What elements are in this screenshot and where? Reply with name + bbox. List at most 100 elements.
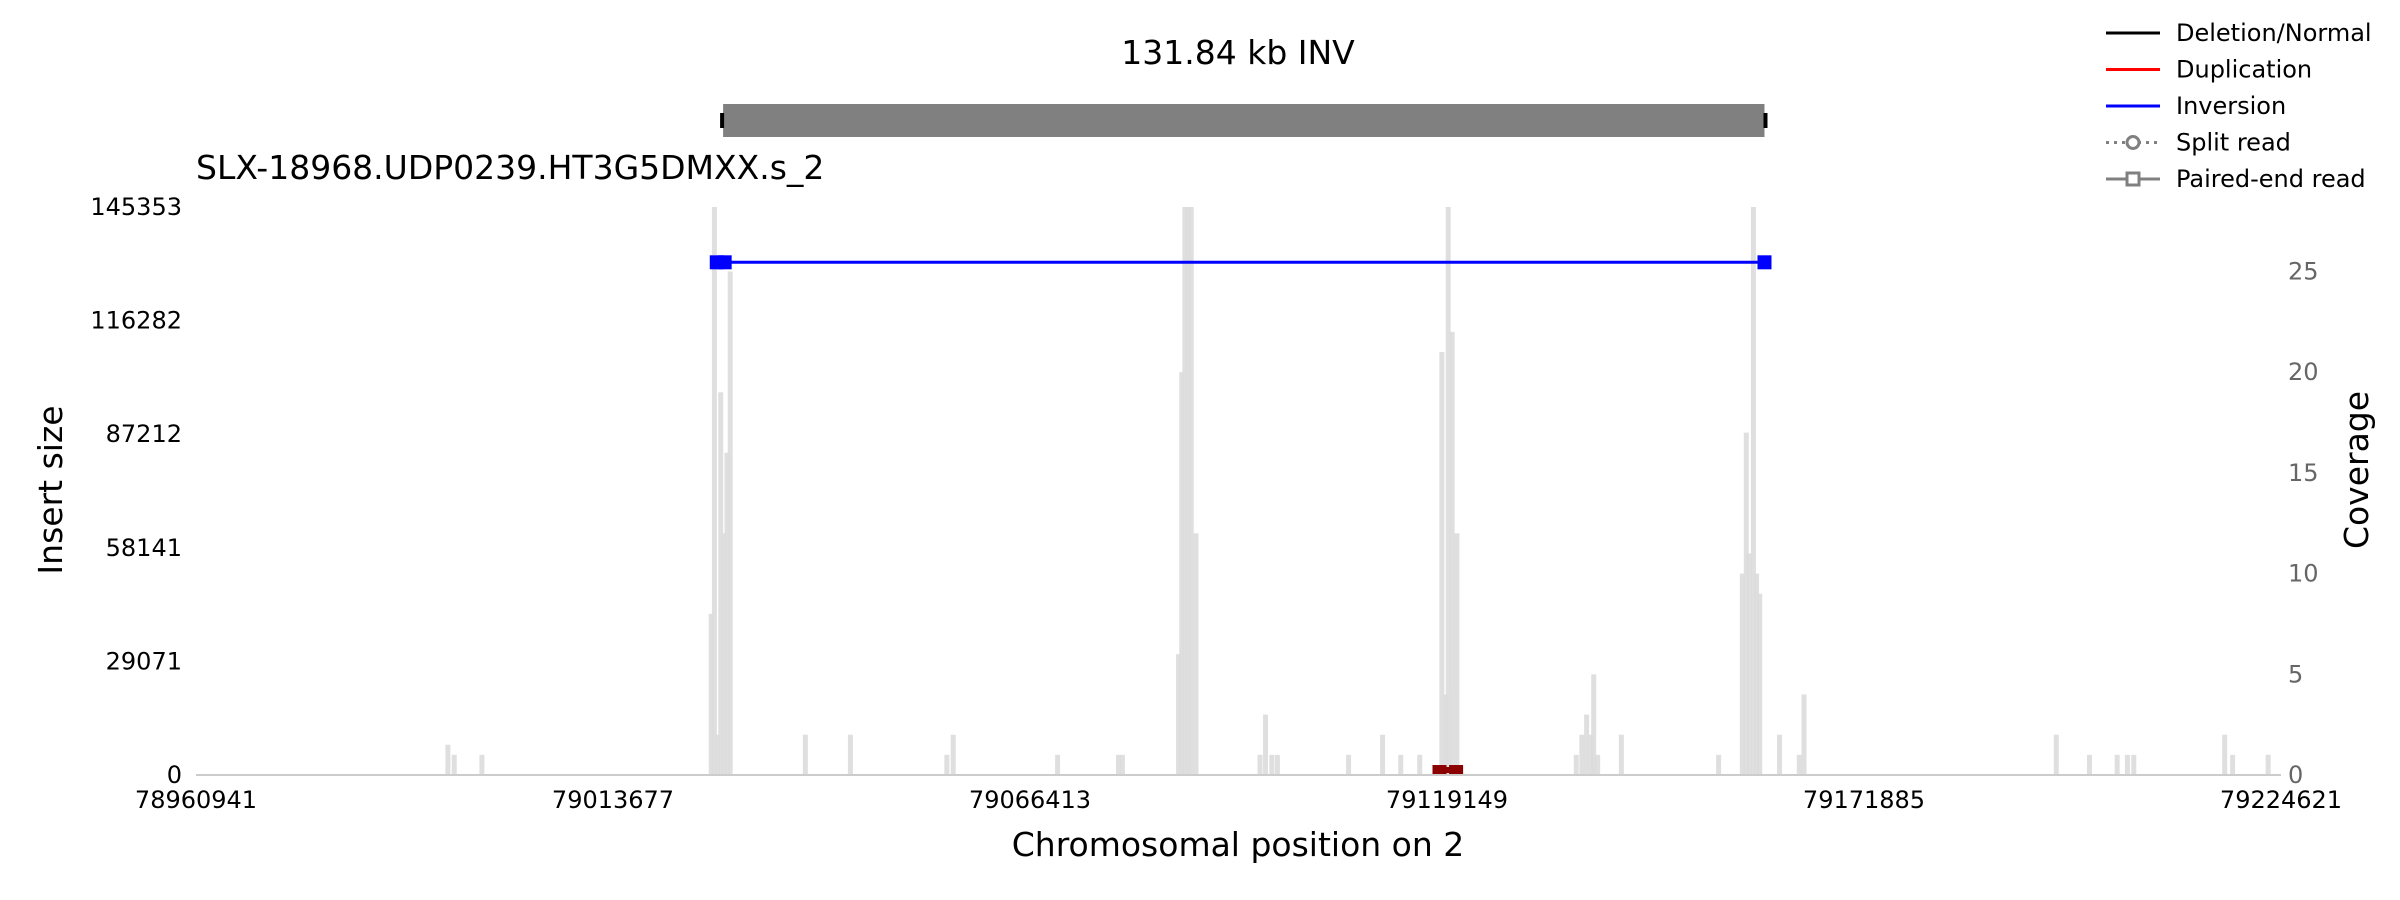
y-tick-label: 116282 bbox=[90, 307, 182, 335]
y2-tick-label: 5 bbox=[2288, 660, 2303, 688]
legend-label: Inversion bbox=[2176, 92, 2286, 120]
y2-tick-label: 20 bbox=[2288, 358, 2319, 386]
coverage-bar bbox=[1750, 207, 1756, 775]
legend-label: Paired-end read bbox=[2176, 165, 2366, 193]
coverage-bar bbox=[2124, 754, 2130, 775]
coverage-bar bbox=[1595, 754, 1601, 775]
y-axis-title: Insert size bbox=[31, 405, 70, 574]
coverage-bar bbox=[1115, 754, 1121, 775]
y2-tick-label: 15 bbox=[2288, 459, 2319, 487]
coverage-bar bbox=[1618, 734, 1624, 775]
coverage-bar bbox=[1746, 553, 1752, 775]
coverage-bar bbox=[2053, 734, 2059, 775]
coverage-bar bbox=[2265, 754, 2271, 775]
coverage-bar bbox=[1716, 754, 1722, 775]
coverage-bar bbox=[1573, 754, 1579, 775]
coverage-bar bbox=[1439, 352, 1445, 775]
coverage-bar bbox=[1796, 754, 1802, 775]
coverage-bar bbox=[1449, 331, 1455, 775]
coverage-bar bbox=[1754, 573, 1760, 775]
coverage-bar bbox=[1777, 734, 1783, 775]
coverage-bar bbox=[802, 734, 808, 775]
coverage-bar bbox=[1263, 714, 1269, 775]
read-end-marker bbox=[1757, 255, 1772, 270]
read-end-marker bbox=[717, 255, 732, 270]
coverage-bar bbox=[711, 207, 717, 775]
x-tick-label: 79119149 bbox=[1386, 786, 1508, 814]
y2-tick-labels: 0 5 10 15 20 25 bbox=[2288, 257, 2319, 789]
y-tick-label: 58141 bbox=[106, 534, 182, 562]
coverage-bar bbox=[1055, 754, 1061, 775]
coverage-bar bbox=[1743, 432, 1749, 775]
y2-tick-label: 0 bbox=[2288, 761, 2303, 789]
paired-end-reads bbox=[709, 255, 1772, 775]
coverage-bar bbox=[2131, 754, 2137, 775]
coverage-bar bbox=[721, 533, 727, 775]
legend-label: Deletion/Normal bbox=[2176, 19, 2372, 47]
coverage-bar bbox=[1454, 533, 1460, 775]
coverage-bar bbox=[708, 613, 714, 775]
legend-label: Duplication bbox=[2176, 56, 2312, 84]
legend-item: Deletion/Normal bbox=[2106, 19, 2372, 47]
coverage-bar bbox=[1591, 674, 1597, 775]
coverage-bar bbox=[1274, 754, 1280, 775]
x-tick-label: 78960941 bbox=[135, 786, 257, 814]
x-tick-label: 79066413 bbox=[969, 786, 1091, 814]
coverage-bar bbox=[1182, 207, 1188, 775]
y-tick-label: 87212 bbox=[106, 420, 182, 448]
coverage-bar bbox=[1739, 573, 1745, 775]
legend-item: Paired-end read bbox=[2106, 165, 2366, 193]
y2-axis-title: Coverage bbox=[2337, 391, 2376, 549]
legend-swatch-square bbox=[2125, 171, 2141, 187]
coverage-bar bbox=[715, 734, 721, 775]
coverage-bar bbox=[1188, 207, 1194, 775]
coverage-bar bbox=[727, 271, 733, 775]
legend-item: Inversion bbox=[2106, 92, 2286, 120]
coverage-bar bbox=[2114, 754, 2120, 775]
coverage-bar bbox=[479, 754, 485, 775]
coverage-bar bbox=[445, 744, 451, 775]
coverage-bar bbox=[1269, 754, 1275, 775]
read-end-marker bbox=[1449, 765, 1464, 775]
coverage-bar bbox=[718, 392, 724, 775]
legend: Deletion/Normal Duplication Inversion Split… bbox=[2106, 19, 2372, 193]
coverage-bar bbox=[1346, 754, 1352, 775]
coverage-bar bbox=[451, 754, 457, 775]
legend-swatch-circle bbox=[2125, 135, 2141, 150]
x-tick-label: 79224621 bbox=[2220, 786, 2342, 814]
y2-tick-label: 25 bbox=[2288, 257, 2319, 285]
coverage-bar bbox=[1757, 593, 1763, 775]
coverage-bar bbox=[1176, 654, 1182, 775]
sv-span-rect bbox=[723, 104, 1765, 137]
coverage-bar bbox=[1185, 207, 1191, 775]
coverage-bar bbox=[1179, 372, 1185, 775]
y-tick-label: 0 bbox=[167, 761, 182, 789]
x-tick-labels: 78960941 79013677 79066413 79119149 79171885… bbox=[135, 786, 2342, 814]
coverage-bar bbox=[2222, 734, 2228, 775]
coverage-bar bbox=[1584, 714, 1590, 775]
coverage-bar bbox=[1380, 734, 1386, 775]
y-tick-label: 145353 bbox=[90, 193, 182, 221]
coverage-bar bbox=[847, 734, 853, 775]
coverage-bar bbox=[1257, 754, 1263, 775]
read-end-marker bbox=[1432, 765, 1447, 775]
y2-tick-label: 10 bbox=[2288, 560, 2319, 588]
x-axis-title: Chromosomal position on 2 bbox=[1012, 825, 1465, 864]
coverage-bar bbox=[2086, 754, 2092, 775]
legend-label: Split read bbox=[2176, 129, 2291, 157]
coverage-bar bbox=[1445, 207, 1451, 775]
coverage-bar bbox=[944, 754, 950, 775]
coverage-bar bbox=[950, 734, 956, 775]
sv-span-cap-right bbox=[1763, 113, 1768, 128]
y-tick-labels: 0 29071 58141 87212 116282 145353 bbox=[90, 193, 182, 789]
chart-title: 131.84 kb INV bbox=[1121, 33, 1355, 72]
sv-span-bar bbox=[720, 104, 1768, 137]
coverage-bars bbox=[445, 207, 2271, 775]
sv-span-cap-left bbox=[720, 113, 725, 128]
coverage-bar bbox=[1119, 754, 1125, 775]
coverage-bar bbox=[2230, 754, 2236, 775]
x-tick-label: 79171885 bbox=[1803, 786, 1925, 814]
sample-name: SLX-18968.UDP0239.HT3G5DMXX.s_2 bbox=[196, 148, 824, 187]
coverage-bar bbox=[1193, 533, 1199, 775]
